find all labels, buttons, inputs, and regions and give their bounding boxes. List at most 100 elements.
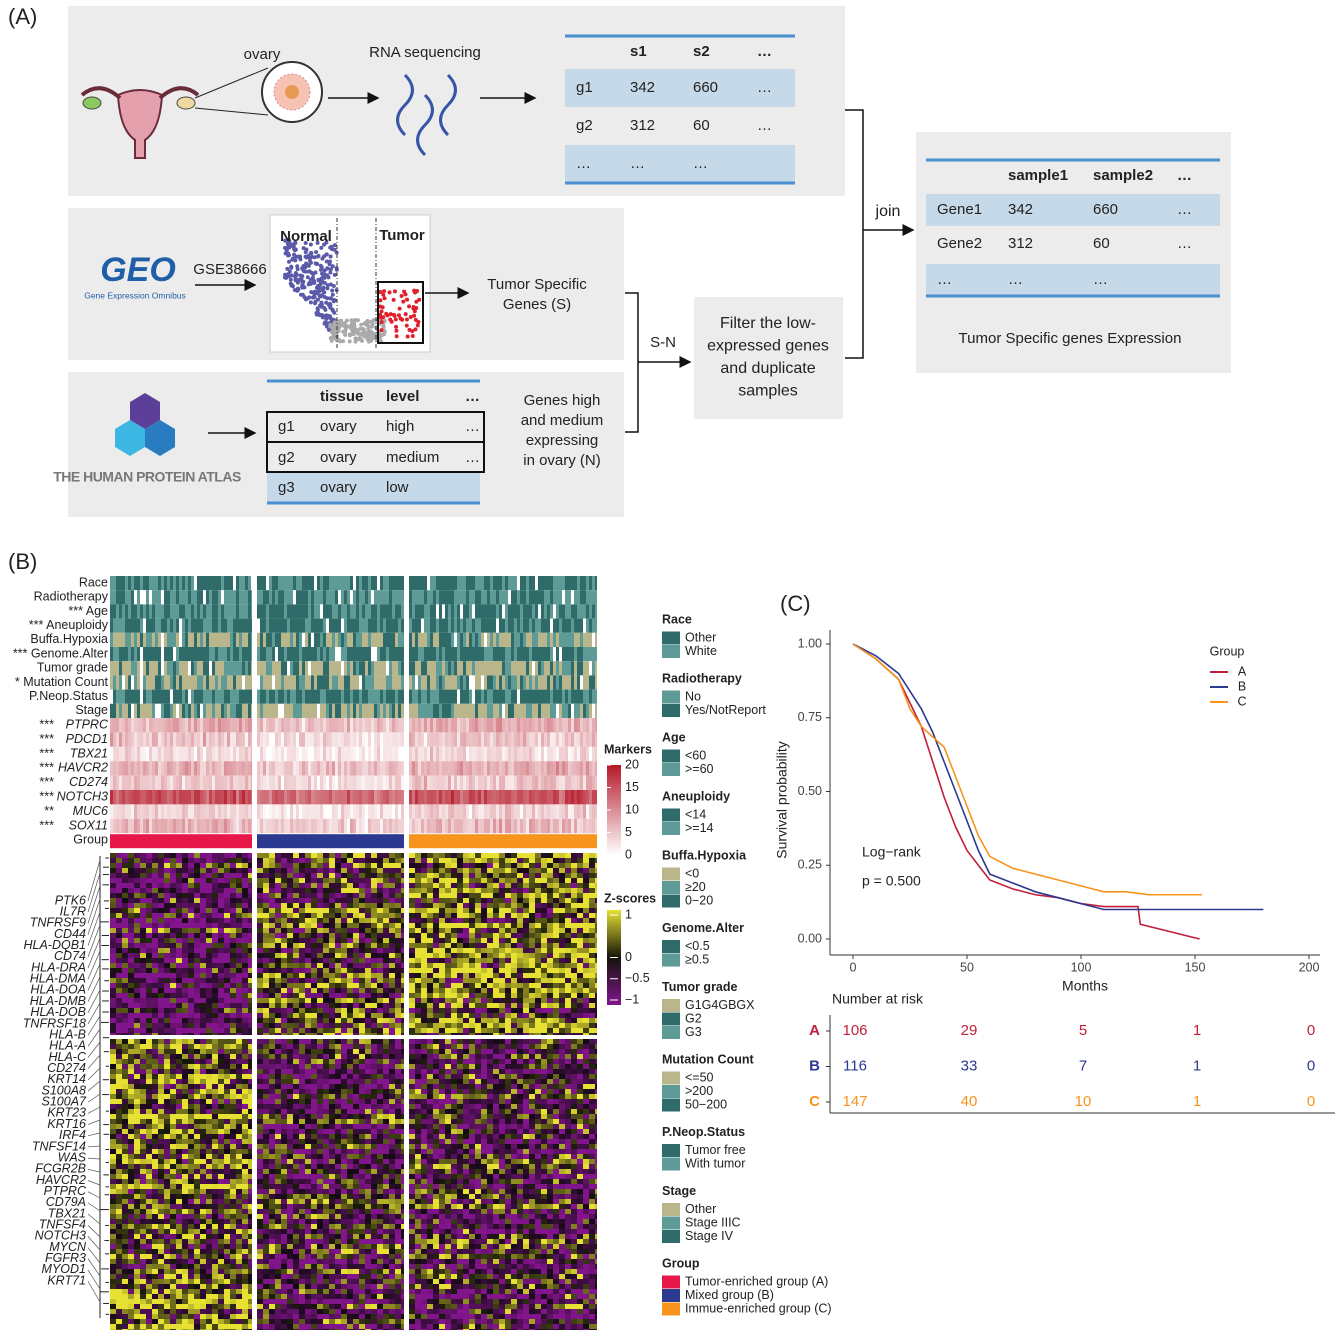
zscore-cell [212, 1023, 218, 1028]
zscore-cell [275, 953, 281, 958]
marker-cell [460, 790, 463, 805]
annotation-cell [266, 675, 269, 690]
marker-cell [290, 804, 293, 819]
annotation-cell [469, 632, 472, 647]
annotation-cell [212, 590, 215, 605]
zscore-cell [269, 948, 275, 953]
marker-cell [134, 746, 137, 762]
annotation-cell [398, 647, 401, 662]
zscore-cell [257, 973, 263, 978]
marker-cell [338, 775, 341, 790]
annotation-cell [583, 675, 586, 690]
zscore-cell [230, 903, 236, 908]
zscore-cell [116, 978, 122, 983]
marker-cell [116, 746, 119, 762]
zscore-cell [128, 933, 134, 938]
annotation-cell [511, 661, 514, 676]
marker-cell [490, 718, 493, 733]
volcano-dot [328, 315, 333, 320]
annotation-cell [224, 647, 227, 662]
zscore-cell [383, 963, 389, 968]
zscore-cell [263, 983, 269, 988]
zscore-cell [182, 1018, 188, 1023]
annotation-cell [427, 703, 430, 718]
annotation-cell [221, 661, 224, 676]
marker-cell [535, 804, 538, 819]
marker-cell [430, 746, 433, 762]
annotation-cell [374, 604, 377, 619]
annotation-cell [353, 689, 356, 704]
annotation-cell [547, 632, 550, 647]
zscore-cell [257, 908, 263, 913]
annotation-cell [317, 703, 320, 718]
annotation-cell [311, 689, 314, 704]
zscore-cell [146, 983, 152, 988]
annotation-cell [472, 576, 475, 591]
zscore-cell [134, 943, 140, 948]
marker-cell [412, 732, 415, 747]
zscore-cell [359, 928, 365, 933]
zscore-cell [230, 943, 236, 948]
uterus-icon [80, 61, 323, 159]
zscore-cell [383, 858, 389, 863]
marker-cell [496, 718, 499, 733]
zscore-cell [389, 898, 395, 903]
marker-cell [553, 761, 556, 776]
marker-cell [302, 718, 305, 733]
annotation-cell [329, 675, 332, 690]
annotation-cell [532, 604, 535, 619]
zscore-cell [299, 978, 305, 983]
zscore-cell [341, 963, 347, 968]
zscore-cell [257, 903, 263, 908]
marker-cell [514, 790, 517, 805]
zscore-cell [329, 898, 335, 903]
marker-cell [562, 746, 565, 762]
zscore-cell [224, 903, 230, 908]
annotation-cell [415, 632, 418, 647]
marker-cell [161, 718, 164, 733]
annotation-cell [586, 703, 589, 718]
annotation-cell [263, 647, 266, 662]
zscore-cell [323, 873, 329, 878]
annotation-cell [239, 661, 242, 676]
annotation-cell [326, 661, 329, 676]
zscore-cell [218, 998, 224, 1003]
annotation-cell [517, 689, 520, 704]
marker-cell [586, 718, 589, 733]
annotation-cell [487, 647, 490, 662]
marker-cell [278, 732, 281, 747]
annotation-cell [218, 647, 221, 662]
annotation-cell [547, 618, 550, 633]
annotation-cell [281, 632, 284, 647]
marker-cell [409, 775, 412, 790]
annotation-cell [161, 590, 164, 605]
zscore-cell [206, 1013, 212, 1018]
annotation-cell [445, 632, 448, 647]
zscore-cell [248, 998, 252, 1003]
marker-cell [401, 718, 404, 733]
annotation-cell [332, 590, 335, 605]
zscore-cell [299, 888, 305, 893]
label: … [937, 271, 952, 288]
zscore-cell [182, 1003, 188, 1008]
marker-cell [146, 790, 149, 805]
zscore-cell [365, 903, 371, 908]
marker-cell [466, 761, 469, 776]
marker-cell [356, 804, 359, 819]
marker-cell [212, 775, 215, 790]
annotation-cell [203, 661, 206, 676]
zscore-cell [158, 853, 164, 858]
annotation-cell [529, 703, 532, 718]
annotation-cell [275, 590, 278, 605]
marker-cell [140, 746, 143, 762]
annotation-cell [335, 703, 338, 718]
annotation-cell [140, 647, 143, 662]
annotation-cell [140, 604, 143, 619]
zscore-cell [194, 998, 200, 1003]
marker-cell [368, 746, 371, 762]
zscore-cell [305, 898, 311, 903]
annotation-cell [386, 675, 389, 690]
marker-cell [424, 761, 427, 776]
annotation-cell [146, 703, 149, 718]
zscore-cell [158, 888, 164, 893]
